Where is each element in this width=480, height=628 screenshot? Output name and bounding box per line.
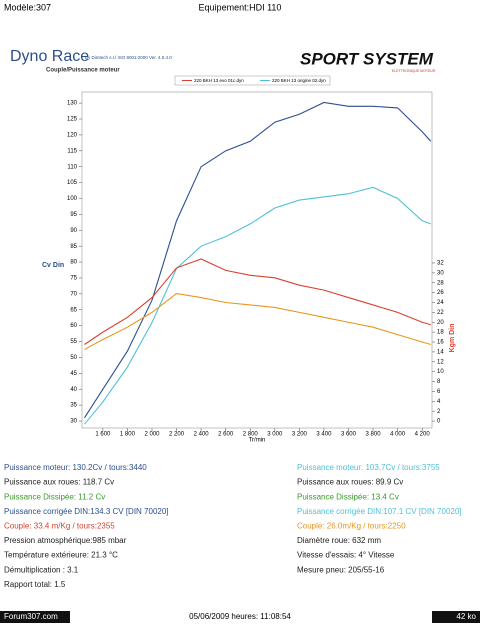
result-line: Rapport total: 1.5 [4, 580, 66, 589]
x-tick-label: 3 000 [267, 432, 283, 438]
y-tick-label: 35 [70, 403, 77, 409]
y-tick-label: 50 [70, 355, 77, 361]
y-tick-label: 65 [70, 307, 77, 313]
footer-size: 42 ko [456, 612, 476, 621]
y-tick-label: 100 [67, 196, 78, 202]
y2-tick-label: 8 [437, 379, 441, 385]
y2-tick-label: 22 [437, 310, 444, 316]
y-tick-label: 80 [70, 260, 77, 266]
footer-date: 05/06/2009 heures: 11:08:54 [189, 612, 291, 621]
y-tick-label: 70 [70, 291, 77, 297]
legend-box [174, 75, 331, 86]
y-tick-label: 30 [70, 419, 77, 425]
y2-tick-label: 0 [437, 419, 441, 425]
logo: SPORT SYSTEM [300, 49, 434, 68]
result-line: Puissance Dissipée: 13.4 Cv [297, 492, 399, 501]
y-tick-label: 105 [67, 180, 78, 186]
y-tick-label: 130 [67, 101, 78, 107]
y2-tick-label: 14 [437, 349, 444, 355]
x-tick-label: 1 800 [120, 432, 136, 438]
x-tick-label: 4 200 [415, 432, 431, 438]
x-axis-label: Tr/min [249, 438, 266, 444]
result-line: Puissance moteur: 130.2Cv / tours:3440 [4, 463, 147, 472]
result-line: Température extérieure: 21.3 °C [4, 551, 118, 560]
x-tick-label: 2 800 [243, 432, 259, 438]
y2-tick-label: 10 [437, 369, 444, 375]
result-line: Vitesse d'essais: 4° Vitesse [297, 551, 395, 560]
plot-frame [81, 91, 433, 429]
chart-subtitle: Couple/Puissance moteur [46, 68, 120, 74]
y2-tick-label: 4 [437, 399, 441, 405]
x-tick-label: 2 400 [194, 432, 210, 438]
y2-tick-label: 30 [437, 270, 444, 276]
app-title: Dyno Race [10, 48, 89, 65]
y2-tick-label: 16 [437, 340, 444, 346]
logo-sub: ELETTRONIQUE MOTEUR [392, 69, 436, 73]
x-tick-label: 2 600 [218, 432, 234, 438]
y-tick-label: 40 [70, 387, 77, 393]
y-axis-label: Cv Din [42, 262, 64, 269]
y-tick-label: 110 [67, 164, 77, 170]
result-line: Couple: 26.0m/Kg / tours:2250 [297, 522, 406, 531]
result-line: Puissance Dissipée: 11.2 Cv [4, 492, 105, 501]
y-tick-label: 115 [67, 148, 77, 154]
size-box [432, 611, 480, 623]
legend-label: 220 BKH 13 origine 02.dyn [272, 78, 326, 83]
power-torque-curve [84, 258, 431, 345]
y-tick-label: 85 [70, 244, 77, 250]
x-tick-label: 3 400 [316, 432, 332, 438]
result-line: Puissance aux roues: 118.7 Cv [4, 478, 114, 487]
result-line: Puissance aux roues: 89.9 Cv [297, 478, 403, 487]
result-line: Mesure pneu: 205/55-16 [297, 565, 385, 574]
model: Modèle:307 [4, 2, 51, 12]
y2-tick-label: 28 [437, 280, 444, 286]
x-tick-label: 1 600 [95, 432, 111, 438]
y2-tick-label: 26 [437, 290, 444, 296]
y2-tick-label: 24 [437, 300, 444, 306]
x-tick-label: 3 800 [366, 432, 382, 438]
power-torque-curve [83, 101, 432, 419]
y-tick-label: 125 [67, 117, 78, 123]
result-line: Diamètre roue: 632 mm [297, 536, 381, 545]
x-tick-label: 3 200 [292, 432, 308, 438]
y-tick-label: 45 [70, 371, 77, 377]
footer-site: Forum307.com [4, 612, 58, 621]
y2-tick-label: 12 [437, 359, 444, 365]
y2-tick-label: 32 [437, 261, 444, 267]
y-tick-label: 120 [67, 132, 78, 138]
y2-tick-label: 18 [437, 330, 444, 336]
y2-tick-label: 2 [437, 409, 441, 415]
equipment: Equipement:HDI 110 [199, 2, 282, 12]
y-tick-label: 90 [70, 228, 77, 234]
y-tick-label: 95 [70, 212, 77, 218]
x-tick-label: 2 200 [169, 432, 185, 438]
y-tick-label: 60 [70, 323, 77, 329]
app-version: By Dimtech s.r.l ISO 9001:2000 Ver. 4.0.… [85, 55, 172, 60]
result-line: Puissance corrigée DIN:134.3 CV [DIN 700… [4, 507, 169, 516]
result-line: Démultiplication : 3.1 [4, 565, 79, 574]
y2-axis-label: Kgm Din [449, 324, 456, 353]
site-box [0, 611, 70, 623]
x-tick-label: 4 000 [390, 432, 406, 438]
power-torque-curve [84, 186, 431, 425]
power-torque-curve [84, 293, 431, 350]
legend-label: 220 BKH 13 evo 01c.dyn [194, 78, 244, 83]
result-line: Pression atmosphérique:985 mbar [4, 536, 127, 545]
y-tick-label: 75 [70, 276, 77, 282]
x-tick-label: 3 600 [341, 432, 357, 438]
y-tick-label: 55 [70, 339, 77, 345]
y2-tick-label: 20 [437, 320, 444, 326]
result-line: Couple: 33.4 m/Kg / tours:2355 [4, 522, 115, 531]
result-line: Puissance corrigée DIN:107.1 CV [DIN 700… [297, 507, 462, 516]
y2-tick-label: 6 [437, 389, 441, 395]
x-tick-label: 2 000 [144, 432, 160, 438]
result-line: Puissance moteur: 103.7Cv / tours:3755 [297, 463, 440, 472]
